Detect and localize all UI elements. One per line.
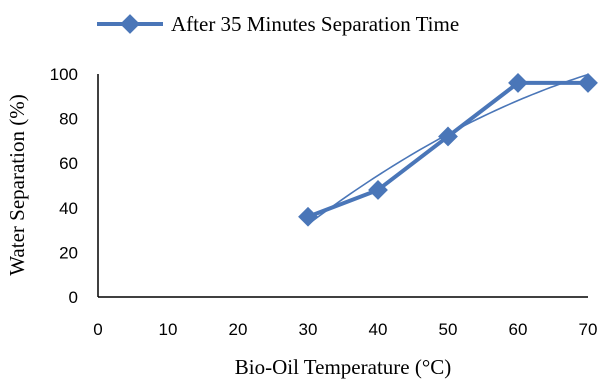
y-tick-label: 20 <box>59 243 78 262</box>
y-tick-label: 100 <box>50 65 78 84</box>
data-point-marker <box>438 126 458 147</box>
y-tick-label: 0 <box>69 288 78 307</box>
x-axis-tick-labels: 0 10 20 30 40 50 60 70 <box>93 320 597 339</box>
x-tick-label: 20 <box>229 320 248 339</box>
y-tick-label: 40 <box>59 199 78 218</box>
x-tick-label: 10 <box>159 320 178 339</box>
y-axis-title: Water Separation (%) <box>5 94 29 275</box>
x-tick-label: 60 <box>509 320 528 339</box>
x-tick-label: 30 <box>299 320 318 339</box>
series-line <box>307 80 588 219</box>
x-tick-label: 0 <box>93 320 102 339</box>
legend-label: After 35 Minutes Separation Time <box>171 12 459 36</box>
x-tick-label: 70 <box>579 320 598 339</box>
data-point-marker <box>368 180 388 200</box>
y-tick-label: 60 <box>59 154 78 173</box>
legend: After 35 Minutes Separation Time <box>97 12 459 36</box>
x-axis-title: Bio-Oil Temperature (°C) <box>235 355 451 379</box>
y-tick-label: 80 <box>59 110 78 129</box>
x-tick-label: 40 <box>369 320 388 339</box>
legend-marker <box>120 14 140 34</box>
y-axis-tick-labels: 0 20 40 60 80 100 <box>50 65 78 307</box>
plot-area <box>298 73 598 227</box>
data-point-marker <box>298 206 318 227</box>
x-tick-label: 50 <box>439 320 458 339</box>
